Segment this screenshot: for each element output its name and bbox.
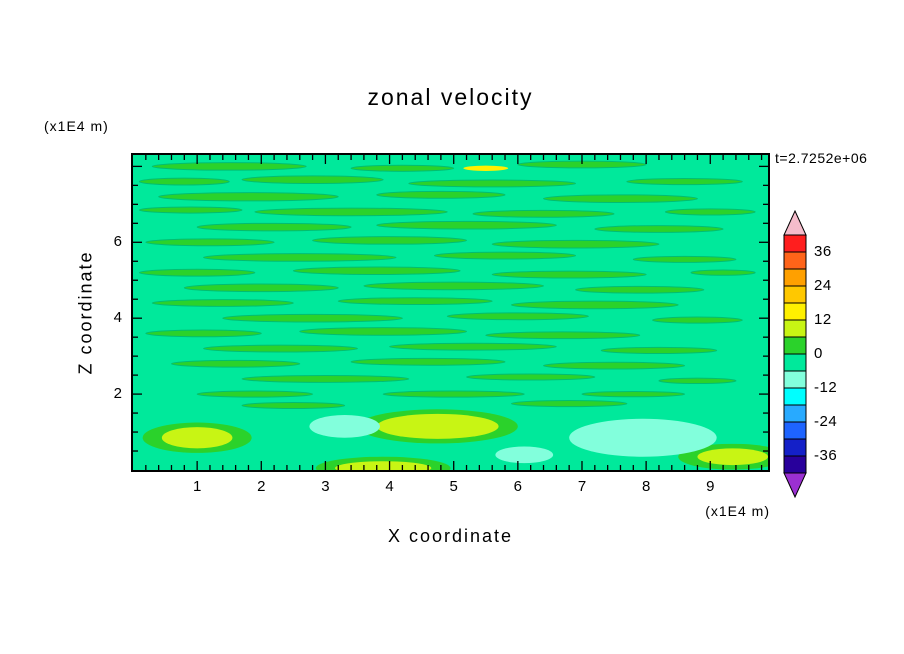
colorbar-tick-label: 0: [814, 345, 823, 362]
chart-title: zonal velocity: [367, 84, 534, 110]
contour-field: [133, 155, 768, 470]
colorbar-cell: [783, 234, 807, 253]
colorbar-cell: [783, 302, 807, 321]
colorbar-arrow-top: [783, 210, 807, 236]
colorbar-tick-label: 12: [814, 311, 832, 328]
x-tick-label: 7: [577, 478, 587, 495]
x-tick-label: 1: [192, 478, 202, 495]
colorbar-cell: [783, 455, 807, 474]
z-axis-units: (x1E4 m): [44, 118, 109, 134]
x-tick-label: 2: [257, 478, 266, 495]
colorbar-tick-label: -24: [814, 413, 838, 430]
x-axis-title: X coordinate: [387, 526, 514, 546]
z-tick-label: 6: [113, 233, 122, 251]
x-tick-label: 4: [385, 478, 394, 495]
colorbar-cell: [783, 336, 807, 355]
plot-area: [131, 153, 770, 472]
colorbar-cell: [783, 438, 807, 457]
x-tick-label: 5: [449, 478, 458, 495]
timestamp-label: t=2.7252e+06: [775, 150, 868, 166]
z-tick-label: 2: [113, 385, 122, 403]
axis-ticks: [133, 155, 768, 470]
colorbar-cell: [783, 268, 807, 287]
x-axis-units: (x1E4 m): [705, 503, 770, 519]
colorbar-cell: [783, 319, 807, 338]
colorbar-tick-label: -12: [814, 379, 838, 396]
colorbar-cell: [783, 370, 807, 389]
contour-features: [142, 165, 768, 470]
colorbar-tick-label: 24: [814, 277, 832, 294]
colorbar-tick-label: 36: [814, 243, 832, 260]
colorbar-cell: [783, 404, 807, 423]
z-tick-label: 4: [113, 309, 122, 327]
x-tick-label: 6: [513, 478, 523, 495]
x-tick-label: 8: [641, 478, 651, 495]
colorbar-cell: [783, 387, 807, 406]
colorbar-cell: [783, 251, 807, 270]
x-tick-label: 3: [321, 478, 330, 495]
colorbar-arrow-bottom: [783, 472, 807, 498]
colorbar-cell: [783, 421, 807, 440]
colorbar-cell: [783, 353, 807, 372]
x-tick-label: 9: [706, 478, 715, 495]
colorbar: [783, 210, 807, 498]
colorbar-tick-label: -36: [814, 447, 838, 464]
z-axis-title: Z coordinate: [75, 250, 96, 375]
contour-streaks: [138, 160, 756, 410]
colorbar-cell: [783, 285, 807, 304]
